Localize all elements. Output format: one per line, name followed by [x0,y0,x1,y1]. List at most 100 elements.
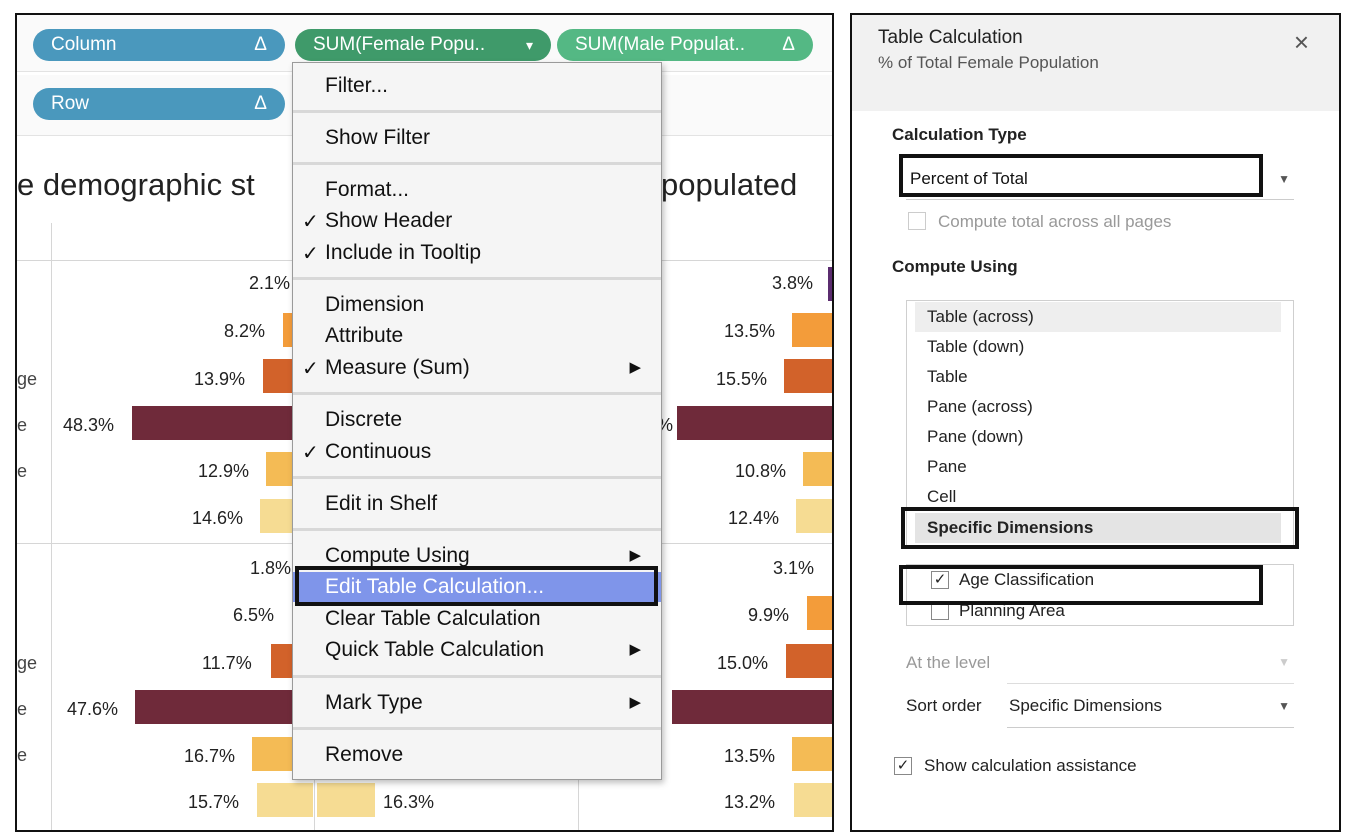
menu-item-label: Show Filter [325,126,431,149]
menu-item-compute-using[interactable]: Compute Using ▶ [293,541,661,571]
menu-item-edit-table-calculation[interactable]: Edit Table Calculation... [293,572,661,602]
planning-area-checkbox[interactable] [931,602,949,620]
bar [677,406,832,440]
column-pill[interactable]: Column Δ [33,29,285,61]
table-calculation-dialog: Table Calculation % of Total Female Popu… [850,13,1341,832]
compute-option[interactable]: Pane (down) [927,427,1024,446]
female-population-pill[interactable]: SUM(Female Popu.. ▾ [295,29,551,61]
menu-separator [293,392,661,395]
pct-label: 1.8% [250,558,292,578]
show-assistance-label: Show calculation assistance [924,756,1137,775]
bar [807,596,832,630]
menu-item-clear-table-calculation[interactable]: Clear Table Calculation [293,604,661,634]
menu-item-format[interactable]: Format... [293,175,661,205]
bar [672,690,832,724]
row-pill[interactable]: Row Δ [33,88,285,120]
compute-option[interactable]: Pane (across) [927,397,1033,416]
at-level-select[interactable]: ▼ [1007,643,1294,684]
female-pill-label: SUM(Female Popu.. [313,34,486,55]
menu-item-continuous[interactable]: ✓ Continuous [293,437,661,467]
menu-separator [293,476,661,479]
pct-label: 14.6% [192,508,244,528]
compute-option[interactable]: Pane [927,457,967,476]
dialog-title: Table Calculation [878,27,1023,48]
bar [784,359,832,393]
close-icon[interactable]: × [1293,27,1309,57]
menu-item-label: Edit Table Calculation... [325,575,545,598]
delta-icon: Δ [254,93,267,114]
pct-label: 13.5% [724,321,776,341]
menu-item-edit-in-shelf[interactable]: Edit in Shelf [293,489,661,519]
bar [792,313,832,347]
menu-item-show-filter[interactable]: Show Filter [293,123,661,153]
view-title-left: e demographic st [17,167,255,202]
checkmark-icon: ✓ [302,358,319,380]
checkmark-icon: ✓ [302,211,319,233]
compute-across-pages-checkbox[interactable] [908,212,926,230]
compute-option-selected[interactable]: Specific Dimensions [915,513,1281,543]
compute-option[interactable]: Table [927,367,968,386]
menu-item-filter[interactable]: Filter... [293,71,661,101]
row-pill-label: Row [51,93,90,114]
male-population-pill[interactable]: SUM(Male Populat.. Δ [557,29,813,61]
submenu-arrow-icon: ▶ [629,359,641,376]
sort-order-label: Sort order [906,696,982,715]
view-title-right: populated [661,167,798,202]
pct-label: 16.3% [383,792,435,812]
pct-label: 8.2% [224,321,266,341]
menu-separator [293,528,661,531]
menu-item-quick-table-calculation[interactable]: Quick Table Calculation ▶ [293,635,661,665]
pct-label: 15.5% [716,369,768,389]
menu-item-measure-sum[interactable]: ✓ Measure (Sum) ▶ [293,353,661,383]
pct-label: 15.0% [717,653,769,673]
menu-separator [293,675,661,678]
menu-item-mark-type[interactable]: Mark Type ▶ [293,688,661,718]
column-pill-label: Column [51,34,117,55]
bar [796,499,832,533]
compute-using-list[interactable]: Table (across) Table (down) Table Pane (… [906,300,1294,547]
pct-label: 13.2% [724,792,776,812]
menu-separator [293,727,661,730]
age-classification-checkbox[interactable]: ✓ [931,571,949,589]
menu-item-include-tooltip[interactable]: ✓ Include in Tooltip [293,238,661,268]
at-level-label: At the level [906,653,991,672]
menu-item-show-header[interactable]: ✓ Show Header [293,206,661,236]
male-pill-label: SUM(Male Populat.. [575,34,746,55]
menu-item-label: Format... [325,178,410,201]
compute-option[interactable]: Table (down) [927,337,1025,356]
dimensions-list[interactable]: ✓ Age Classification Planning Area [906,564,1294,626]
bar [135,690,313,724]
menu-item-label: Include in Tooltip [325,241,482,264]
show-assistance-checkbox[interactable]: ✓ [894,757,912,775]
chevron-down-icon[interactable]: ▼ [1278,699,1290,713]
bar [794,783,832,817]
chevron-down-icon: ▼ [1278,655,1290,669]
pct-label: 15.7% [188,792,240,812]
bar [792,737,832,771]
grid-line [51,223,52,830]
bar [317,783,375,817]
compute-option[interactable]: Cell [927,487,957,506]
menu-item-discrete[interactable]: Discrete [293,405,661,435]
menu-item-label: Show Header [325,209,453,232]
compute-using-label: Compute Using [892,257,1018,276]
menu-item-label: Edit in Shelf [325,492,438,515]
dialog-header: Table Calculation % of Total Female Popu… [852,15,1339,111]
menu-item-dimension[interactable]: Dimension [293,290,661,320]
compute-option[interactable]: Table (across) [915,302,1281,332]
calculation-type-select[interactable]: Percent of Total ▼ [906,158,1294,200]
menu-item-attribute[interactable]: Attribute [293,321,661,351]
menu-item-remove[interactable]: Remove [293,740,661,770]
menu-item-label: Compute Using [325,544,470,567]
pct-label: 3.1% [773,558,815,578]
pct-label: 12.9% [198,461,250,481]
pct-label: 16.7% [184,746,236,766]
chevron-down-icon[interactable]: ▼ [1278,172,1290,186]
row-label: e [17,415,28,435]
pct-label: 10.8% [735,461,787,481]
checkmark-icon: ✓ [302,243,319,265]
bar [803,452,832,486]
menu-item-label: Quick Table Calculation [325,638,545,661]
sort-order-select[interactable]: Specific Dimensions ▼ [1007,687,1294,728]
dropdown-caret-icon[interactable]: ▾ [525,37,533,53]
